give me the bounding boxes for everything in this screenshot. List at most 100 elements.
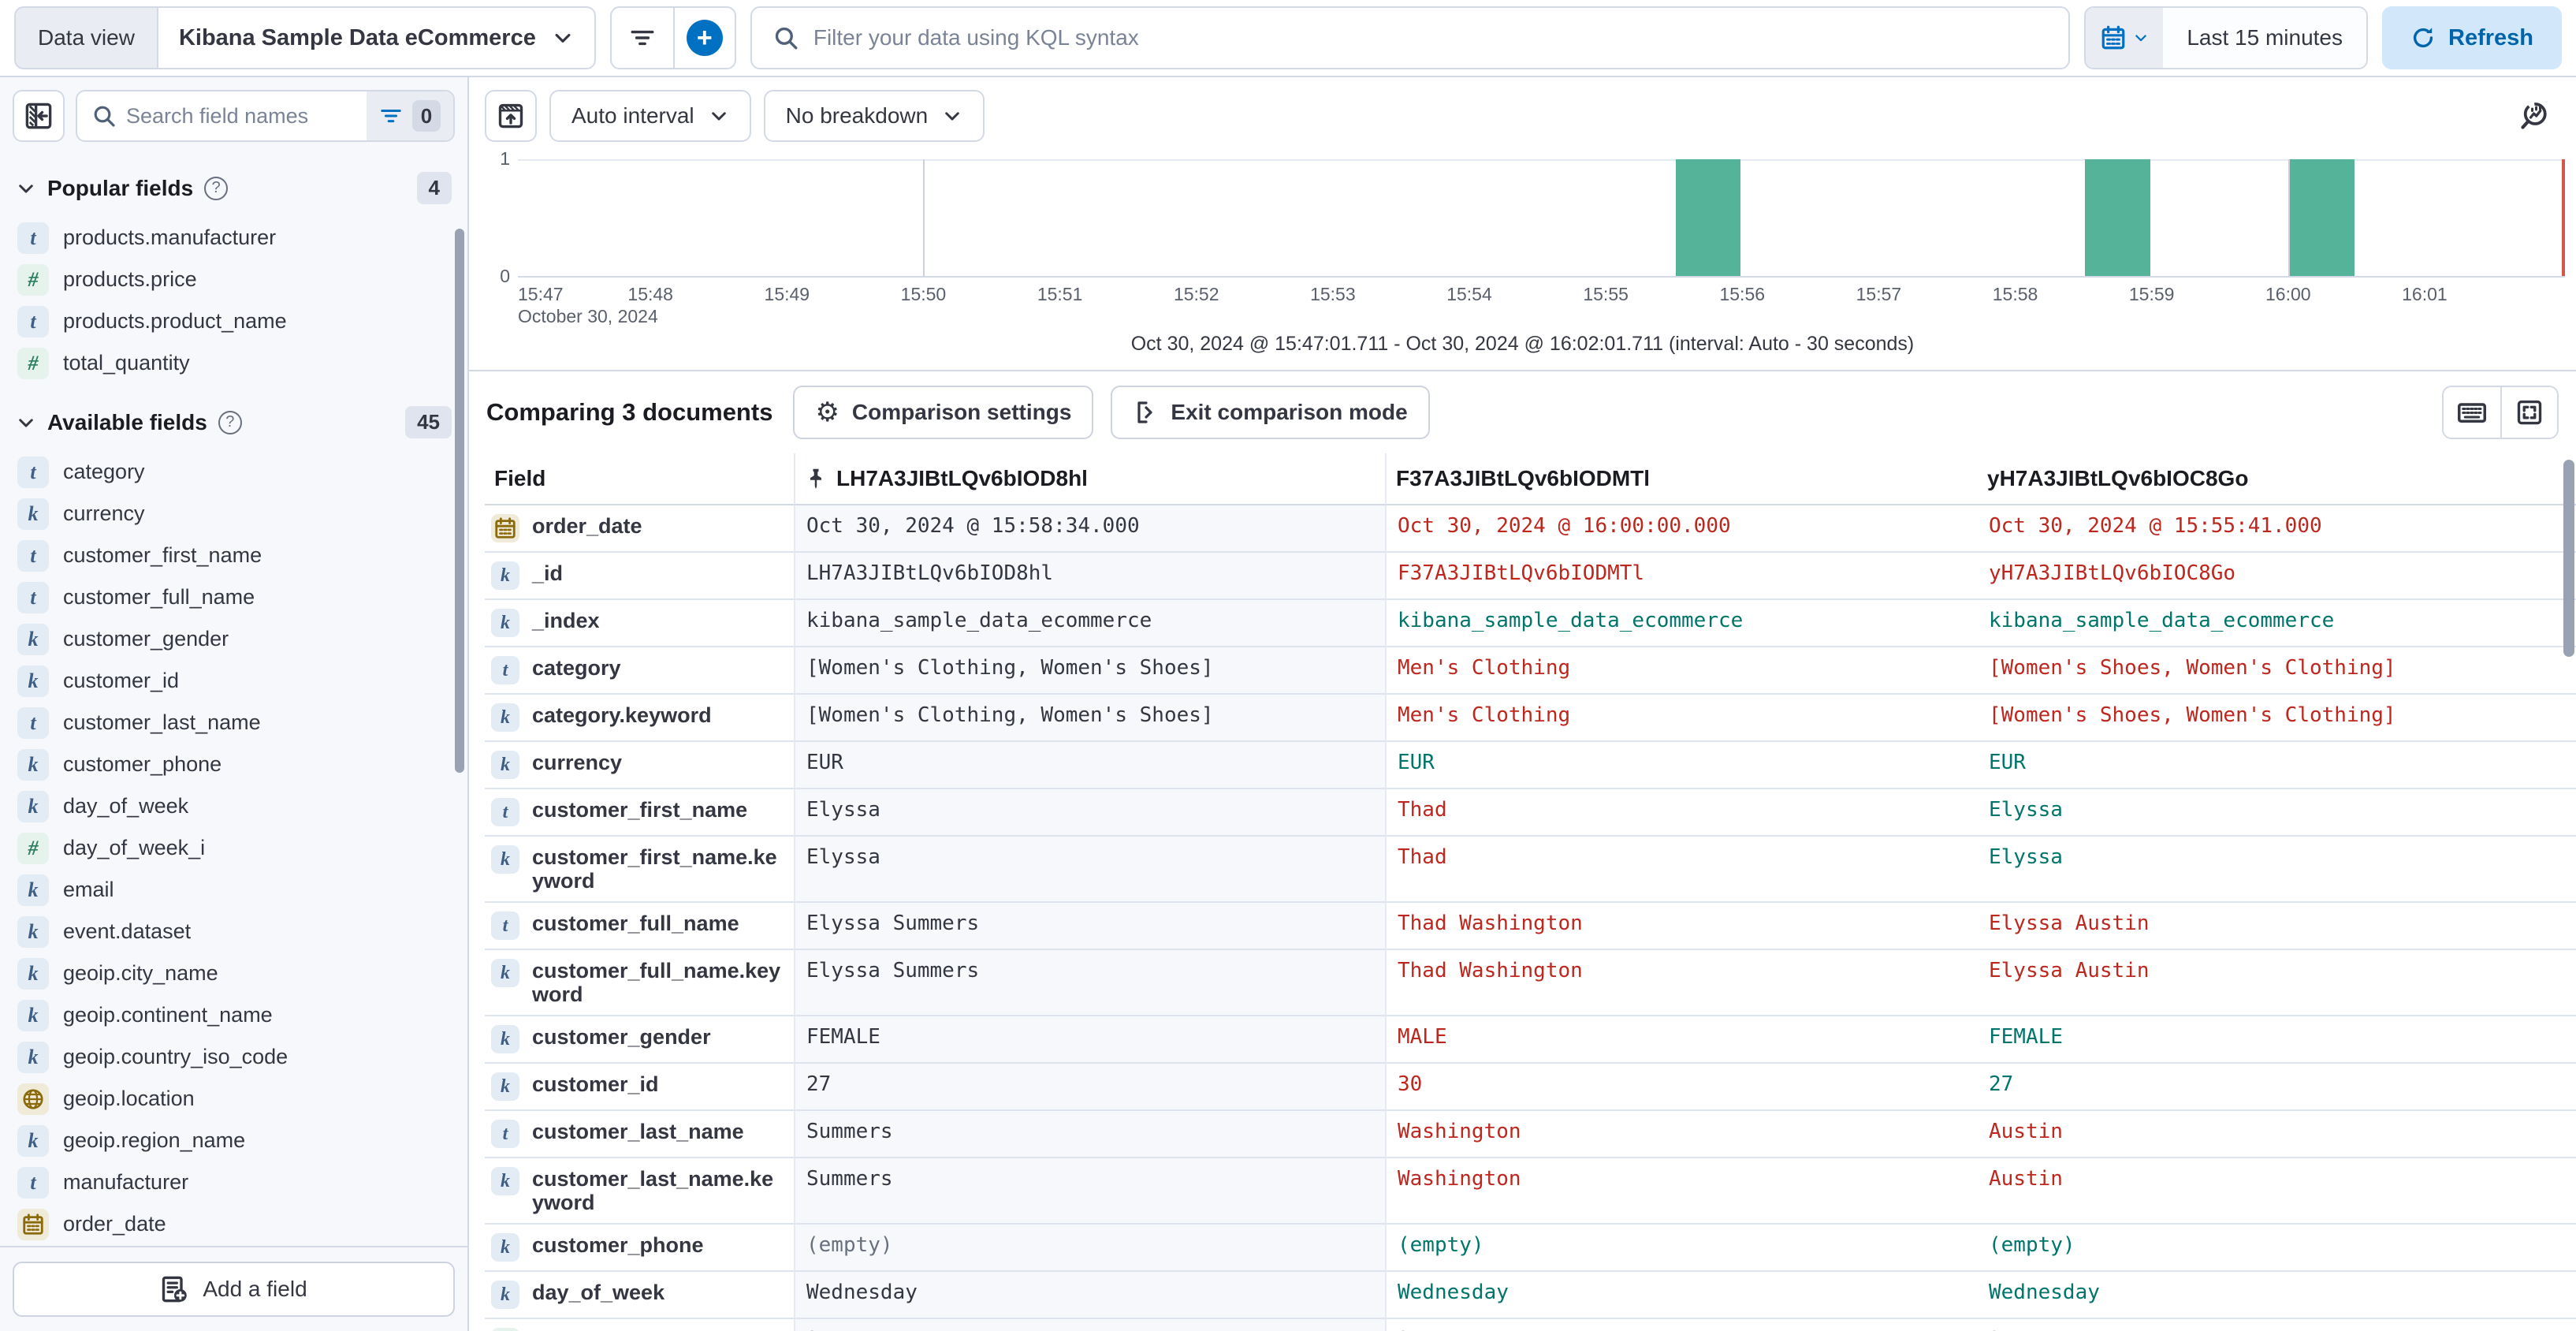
available-fields-header[interactable]: Available fields ? 45 bbox=[16, 406, 452, 438]
column-header-doc-2[interactable]: F37A3JIBtLQv6bIODMTl bbox=[1387, 453, 1978, 505]
comparison-title: Comparing 3 documents bbox=[486, 398, 773, 426]
field-cell[interactable]: t customer_full_name bbox=[485, 903, 794, 950]
field-name: day_of_week bbox=[532, 1281, 665, 1304]
field-item-label: category bbox=[63, 460, 145, 483]
field-cell[interactable]: k customer_first_name.keyword bbox=[485, 837, 794, 903]
field-item[interactable]: t manufacturer bbox=[14, 1161, 456, 1203]
add-filter-button[interactable]: + bbox=[672, 8, 735, 68]
gridline-x bbox=[2288, 159, 2290, 276]
kql-search-bar[interactable] bbox=[750, 6, 2071, 69]
field-item[interactable]: # products.price bbox=[14, 259, 456, 300]
field-item[interactable]: t customer_full_name bbox=[14, 576, 456, 618]
exit-comparison-button[interactable]: Exit comparison mode bbox=[1111, 386, 1430, 439]
field-item[interactable]: order_date bbox=[14, 1203, 456, 1245]
help-icon: ? bbox=[218, 410, 242, 434]
field-item[interactable]: # total_quantity bbox=[14, 342, 456, 384]
field-cell[interactable]: k customer_gender bbox=[485, 1016, 794, 1064]
histogram-bar[interactable] bbox=[1675, 159, 1741, 276]
field-item-label: products.price bbox=[63, 267, 197, 291]
field-item[interactable]: k geoip.continent_name bbox=[14, 994, 456, 1036]
time-range-value[interactable]: Last 15 minutes bbox=[2163, 8, 2366, 68]
field-cell[interactable]: t category bbox=[485, 647, 794, 695]
field-item[interactable]: t customer_first_name bbox=[14, 535, 456, 576]
data-view-picker[interactable]: Data view Kibana Sample Data eCommerce bbox=[14, 6, 596, 69]
add-field-icon bbox=[160, 1275, 188, 1303]
doc-id: LH7A3JIBtLQv6bIOD8hl bbox=[836, 466, 1088, 490]
comparison-settings-label: Comparison settings bbox=[851, 400, 1072, 424]
edit-visualization-button[interactable] bbox=[2508, 90, 2560, 142]
base-value-cell: [Women's Clothing, Women's Shoes] bbox=[794, 647, 1387, 695]
popular-fields-header[interactable]: Popular fields ? 4 bbox=[16, 172, 452, 204]
field-cell[interactable]: k customer_last_name.keyword bbox=[485, 1158, 794, 1225]
kql-input[interactable] bbox=[813, 25, 2049, 50]
filter-menu-button[interactable] bbox=[612, 8, 673, 68]
field-item[interactable]: k event.dataset bbox=[14, 911, 456, 953]
time-calendar-button[interactable] bbox=[2086, 8, 2164, 68]
field-cell[interactable]: k customer_full_name.keyword bbox=[485, 950, 794, 1016]
number-field-icon: # bbox=[491, 1328, 519, 1331]
column-header-doc-3[interactable]: yH7A3JIBtLQv6bIOC8Go bbox=[1978, 453, 2576, 505]
field-item[interactable]: k customer_phone bbox=[14, 744, 456, 785]
breakdown-dropdown[interactable]: No breakdown bbox=[763, 90, 985, 142]
chart-plot-area[interactable] bbox=[518, 159, 2565, 278]
histogram-bar[interactable] bbox=[2085, 159, 2150, 276]
refresh-button[interactable]: Refresh bbox=[2382, 6, 2562, 69]
keyword-field-icon: k bbox=[491, 751, 519, 779]
histogram-bar[interactable] bbox=[2289, 159, 2355, 276]
hide-chart-button[interactable] bbox=[485, 90, 537, 142]
exit-comparison-label: Exit comparison mode bbox=[1171, 400, 1408, 424]
field-cell[interactable]: k day_of_week bbox=[485, 1272, 794, 1319]
field-item[interactable]: k customer_gender bbox=[14, 618, 456, 660]
keyword-field-icon: k bbox=[17, 665, 49, 697]
field-cell[interactable]: order_date bbox=[485, 505, 794, 553]
field-item[interactable]: k day_of_week bbox=[14, 785, 456, 827]
calendar-icon bbox=[2100, 24, 2127, 51]
field-item[interactable]: k geoip.city_name bbox=[14, 953, 456, 994]
field-item[interactable]: k email bbox=[14, 869, 456, 911]
column-header-doc-1[interactable]: LH7A3JIBtLQv6bIOD8hl bbox=[794, 453, 1387, 505]
field-cell[interactable]: t customer_first_name bbox=[485, 789, 794, 837]
comparison-table: Field LH7A3JIBtLQv6bIOD8hl F37A3JIBtLQv6… bbox=[469, 453, 2576, 1331]
field-item[interactable]: t products.product_name bbox=[14, 300, 456, 342]
field-item[interactable]: t customer_last_name bbox=[14, 702, 456, 744]
field-cell[interactable]: k _id bbox=[485, 553, 794, 600]
field-cell[interactable]: k currency bbox=[485, 742, 794, 789]
collapse-sidebar-button[interactable] bbox=[13, 90, 65, 142]
field-cell[interactable]: k customer_phone bbox=[485, 1225, 794, 1272]
keyword-field-icon: k bbox=[17, 915, 49, 948]
doc-2-value-cell: 2 bbox=[1387, 1319, 1978, 1331]
doc-2-value-cell: Thad Washington bbox=[1387, 950, 1978, 1016]
field-cell[interactable]: k customer_id bbox=[485, 1064, 794, 1111]
chevron-down-icon bbox=[2133, 30, 2149, 46]
keyword-field-icon: k bbox=[17, 874, 49, 906]
field-item[interactable]: k customer_id bbox=[14, 660, 456, 702]
field-item[interactable]: # day_of_week_i bbox=[14, 827, 456, 869]
field-item[interactable]: geoip.location bbox=[14, 1078, 456, 1120]
field-item[interactable]: k currency bbox=[14, 493, 456, 535]
table-scrollbar[interactable] bbox=[2563, 460, 2574, 657]
data-view-value[interactable]: Kibana Sample Data eCommerce bbox=[156, 6, 596, 69]
comparison-settings-button[interactable]: ⚙ Comparison settings bbox=[793, 386, 1094, 439]
field-cell[interactable]: k category.keyword bbox=[485, 695, 794, 742]
sidebar-scrollbar[interactable] bbox=[455, 229, 464, 773]
field-item-label: day_of_week_i bbox=[63, 836, 206, 859]
fullscreen-button[interactable] bbox=[2500, 387, 2557, 438]
fields-list: Popular fields ? 4 t products.manufacture… bbox=[0, 150, 467, 1246]
keyboard-shortcuts-button[interactable] bbox=[2444, 387, 2500, 438]
add-field-button[interactable]: Add a field bbox=[13, 1262, 455, 1317]
field-item[interactable]: t products.manufacturer bbox=[14, 217, 456, 259]
column-header-field[interactable]: Field bbox=[485, 453, 794, 505]
field-search-input[interactable] bbox=[126, 103, 367, 129]
doc-2-value-cell: kibana_sample_data_ecommerce bbox=[1387, 600, 1978, 647]
field-filter-button[interactable]: 0 bbox=[367, 91, 453, 140]
field-cell[interactable]: t customer_last_name bbox=[485, 1111, 794, 1158]
field-cell[interactable]: k _index bbox=[485, 600, 794, 647]
field-item[interactable]: k geoip.region_name bbox=[14, 1120, 456, 1161]
field-item[interactable]: k geoip.country_iso_code bbox=[14, 1036, 456, 1078]
field-item[interactable]: t category bbox=[14, 451, 456, 493]
gridline-y1 bbox=[518, 159, 2565, 161]
x-tick-label: 15:48 bbox=[627, 284, 673, 304]
doc-2-value-cell: Thad bbox=[1387, 789, 1978, 837]
interval-dropdown[interactable]: Auto interval bbox=[549, 90, 751, 142]
field-cell[interactable]: # day_of_week_i bbox=[485, 1319, 794, 1331]
